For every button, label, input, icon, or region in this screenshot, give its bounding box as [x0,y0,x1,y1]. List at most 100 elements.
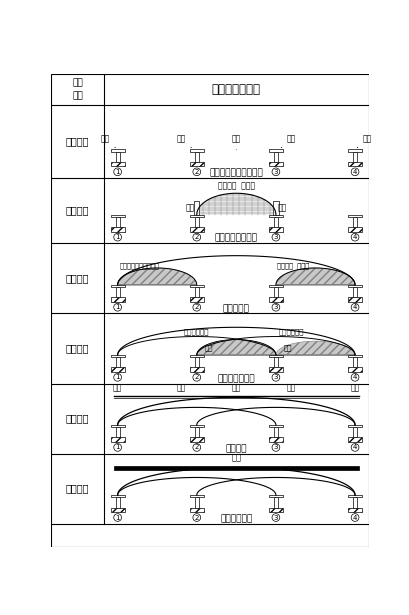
Bar [110,297,124,302]
Text: 侧墙: 侧墙 [231,383,240,392]
Text: 3: 3 [273,304,277,310]
Text: 满堂支架  拆拱圈: 满堂支架 拆拱圈 [277,263,309,269]
Text: 4: 4 [352,445,356,450]
Text: 1: 1 [115,375,119,380]
Circle shape [113,514,121,522]
Circle shape [351,443,358,451]
Bar [189,297,203,302]
Circle shape [351,373,358,381]
Circle shape [351,168,358,176]
Text: 1: 1 [115,445,119,450]
Bar [273,427,277,437]
Circle shape [113,373,121,381]
Text: 拱空: 拱空 [100,135,115,148]
Text: 拱束: 拱束 [176,135,191,148]
Bar [115,357,119,367]
Text: 第三阶段: 第三阶段 [65,274,89,284]
Circle shape [271,168,279,176]
Bar [110,355,124,357]
Text: 4: 4 [352,304,356,310]
Bar [347,367,361,372]
Bar [352,217,356,227]
Text: 满堂支架拆除满堂支架: 满堂支架拆除满堂支架 [119,263,159,269]
Text: 1: 1 [115,515,119,520]
Text: 施工
阶段: 施工 阶段 [72,79,83,100]
Bar [347,507,361,512]
Bar [110,149,124,152]
Bar [347,425,361,427]
Bar [268,227,282,232]
Bar [347,215,361,217]
Bar [110,425,124,427]
Text: 2: 2 [194,234,198,240]
Circle shape [113,303,121,311]
Bar [268,297,282,302]
Text: 立墙及半拱圈施工: 立墙及半拱圈施工 [214,234,257,243]
Text: 桩点、承台及拱座施工: 桩点、承台及拱座施工 [209,169,263,178]
Text: 第四阶段: 第四阶段 [65,343,89,354]
Bar [189,367,203,372]
Circle shape [113,233,121,241]
Bar [115,498,119,507]
Bar [110,437,124,442]
Bar [347,285,361,287]
Bar [273,217,277,227]
Text: 侧墙施工: 侧墙施工 [225,444,247,453]
Bar [193,201,199,215]
Text: 2: 2 [194,445,198,450]
Bar [347,297,361,302]
Circle shape [192,233,200,241]
Circle shape [351,303,358,311]
Bar [268,355,282,357]
Text: 第一阶段: 第一阶段 [65,137,89,146]
Bar [110,227,124,232]
Bar [352,427,356,437]
Circle shape [271,303,279,311]
Bar [347,495,361,498]
Polygon shape [275,268,354,285]
Bar [268,285,282,287]
Bar [189,425,203,427]
Bar [194,217,198,227]
Bar [268,367,282,372]
Bar [189,149,203,152]
Circle shape [271,514,279,522]
Bar [347,162,361,167]
Bar [268,425,282,427]
Bar [273,152,277,162]
Text: 4: 4 [352,515,356,520]
Text: 化拱: 化拱 [176,383,185,392]
Text: 拱座: 拱座 [231,135,240,149]
Bar [194,152,198,162]
Bar [268,507,282,512]
Bar [352,287,356,297]
Circle shape [192,443,200,451]
Text: 施工流程示意图: 施工流程示意图 [211,82,260,96]
Bar [115,152,119,162]
Bar [189,495,203,498]
Text: 满堂支架  立拱圈: 满堂支架 立拱圈 [217,181,254,190]
Text: 第六阶段: 第六阶段 [65,483,89,494]
Circle shape [351,514,358,522]
Text: 立柱: 立柱 [283,344,291,351]
Text: 4: 4 [352,234,356,240]
Text: 附属结构施工: 附属结构施工 [220,514,252,523]
Text: 副拱架施工: 副拱架施工 [222,304,249,313]
Text: 拱变: 拱变 [281,135,295,148]
Text: 4: 4 [352,169,356,175]
Bar [110,367,124,372]
Bar [189,285,203,287]
Text: 3: 3 [273,515,277,520]
Bar [110,285,124,287]
Bar [268,149,282,152]
Text: 3: 3 [273,445,277,450]
Text: 脱拱高架支架: 脱拱高架支架 [278,328,303,335]
Bar [272,201,278,215]
Text: 立墙: 立墙 [186,204,195,212]
Bar [189,162,203,167]
Bar [194,357,198,367]
Polygon shape [196,339,275,355]
Circle shape [192,373,200,381]
Text: 1: 1 [115,234,119,240]
Bar [352,357,356,367]
